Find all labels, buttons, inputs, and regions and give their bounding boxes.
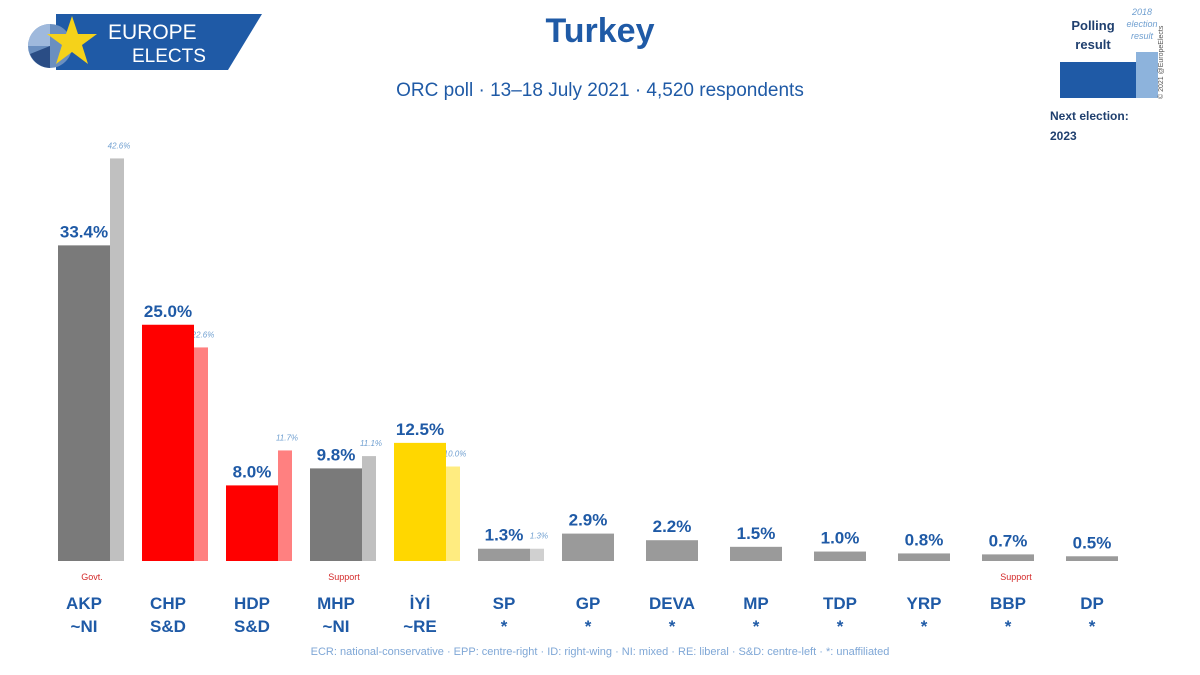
logo-globe-segment-dark <box>30 46 50 68</box>
party-group: * <box>500 617 508 636</box>
party-name: MP <box>743 594 769 613</box>
chart-subtitle: ORC poll · 13–18 July 2021 · 4,520 respo… <box>396 80 804 101</box>
poll-bar-mhp <box>310 468 362 561</box>
election-value-label-hdp: 11.7% <box>276 433 298 442</box>
poll-value-label-iyi: 12.5% <box>396 420 444 439</box>
poll-value-label-dp: 0.5% <box>1073 533 1112 552</box>
poll-value-label-sp: 1.3% <box>485 526 524 545</box>
party-group: * <box>752 617 760 636</box>
poll-value-label-hdp: 8.0% <box>233 462 272 481</box>
party-group: * <box>584 617 592 636</box>
party-name: TDP <box>823 594 857 613</box>
poll-bar-iyi <box>394 442 446 561</box>
party-name: DEVA <box>649 594 695 613</box>
party-label-bbp: BBP * <box>970 592 1046 638</box>
status-note-bbp: Support <box>1000 572 1032 582</box>
party-name: MHP <box>317 594 355 613</box>
status-note-mhp: Support <box>328 572 360 582</box>
election-value-label-akp: 42.6% <box>108 141 131 150</box>
party-group: ~RE <box>403 617 437 636</box>
party-group: * <box>668 617 676 636</box>
election-bar-akp <box>110 158 124 561</box>
legend-polling-swatch <box>1060 62 1136 98</box>
party-name: YRP <box>906 594 942 613</box>
poll-value-label-deva: 2.2% <box>653 517 692 536</box>
party-name: CHP <box>150 594 186 613</box>
party-label-mhp: MHP ~NI <box>298 592 374 638</box>
party-name: DP <box>1080 594 1104 613</box>
party-label-dp: DP * <box>1054 592 1130 638</box>
election-bar-mhp <box>362 456 376 561</box>
poll-bar-hdp <box>226 485 278 561</box>
party-name: İYİ <box>409 594 431 613</box>
election-bar-sp <box>530 548 544 561</box>
status-note-akp: Govt. <box>81 572 103 582</box>
legend-election-swatch <box>1136 52 1158 98</box>
party-name: HDP <box>234 594 270 613</box>
poll-bar-mp <box>730 546 782 561</box>
next-election: Next election: 2023 <box>1050 106 1129 146</box>
poll-value-label-bbp: 0.7% <box>989 531 1028 550</box>
party-name: SP <box>492 594 516 613</box>
poll-bar-deva <box>646 540 698 561</box>
poll-value-label-gp: 2.9% <box>569 511 608 530</box>
star-icon <box>47 16 97 64</box>
party-group: * <box>1088 617 1096 636</box>
poll-bar-tdp <box>814 551 866 561</box>
party-group: ~NI <box>70 617 98 636</box>
next-election-year: 2023 <box>1050 129 1077 143</box>
poll-bar-gp <box>562 533 614 561</box>
poll-value-label-mhp: 9.8% <box>317 445 356 464</box>
party-name: GP <box>575 594 601 613</box>
legend-election-label: 2018 election result <box>1126 7 1158 41</box>
poll-bar-sp <box>478 548 530 561</box>
election-value-label-mhp: 11.1% <box>360 439 382 448</box>
party-label-mp: MP * <box>718 592 794 638</box>
logo-text-elects: ELECTS <box>132 46 206 67</box>
poll-bar-bbp <box>982 554 1034 561</box>
poll-value-label-mp: 1.5% <box>737 524 776 543</box>
party-label-hdp: HDP S&D <box>214 592 290 638</box>
legend-polling-label: Polling result <box>1071 18 1115 52</box>
party-name: BBP <box>990 594 1026 613</box>
party-label-deva: DEVA * <box>634 592 710 638</box>
poll-bar-dp <box>1066 556 1118 561</box>
logo-text-europe: EUROPE <box>108 21 197 44</box>
party-label-akp: AKP ~NI <box>46 592 122 638</box>
election-bar-chp <box>194 347 208 561</box>
party-label-iyi: İYİ ~RE <box>382 592 458 638</box>
poll-bar-akp <box>58 245 110 561</box>
election-bar-iyi <box>446 466 460 561</box>
election-value-label-iyi: 10.0% <box>444 450 467 459</box>
election-value-label-sp: 1.3% <box>530 532 548 541</box>
party-group: S&D <box>150 617 186 636</box>
europe-elects-logo: EUROPE ELECTS <box>28 14 262 70</box>
party-group: ~NI <box>322 617 350 636</box>
party-group: * <box>836 617 844 636</box>
party-name: AKP <box>66 594 102 613</box>
party-group: S&D <box>234 617 270 636</box>
poll-value-label-chp: 25.0% <box>144 302 192 321</box>
party-label-gp: GP * <box>550 592 626 638</box>
party-label-chp: CHP S&D <box>130 592 206 638</box>
chart-legend: Polling result 2018 election result © 20… <box>1048 4 1198 144</box>
party-label-sp: SP * <box>466 592 542 638</box>
poll-value-label-tdp: 1.0% <box>821 529 860 548</box>
chart-title: Turkey <box>545 12 655 50</box>
poll-bar-yrp <box>898 553 950 561</box>
next-election-label: Next election: <box>1050 109 1129 123</box>
election-value-label-chp: 22.6% <box>191 330 215 339</box>
party-label-yrp: YRP * <box>886 592 962 638</box>
poll-value-label-akp: 33.4% <box>60 222 108 241</box>
election-bar-hdp <box>278 450 292 561</box>
logo-banner <box>56 14 262 70</box>
party-group: * <box>920 617 928 636</box>
party-label-tdp: TDP * <box>802 592 878 638</box>
poll-bar-chp <box>142 324 194 561</box>
logo-globe-segment <box>28 24 50 46</box>
party-group: * <box>1004 617 1012 636</box>
poll-value-label-yrp: 0.8% <box>905 530 944 549</box>
footer-note: ECR: national-conservative · EPP: centre… <box>310 646 890 658</box>
